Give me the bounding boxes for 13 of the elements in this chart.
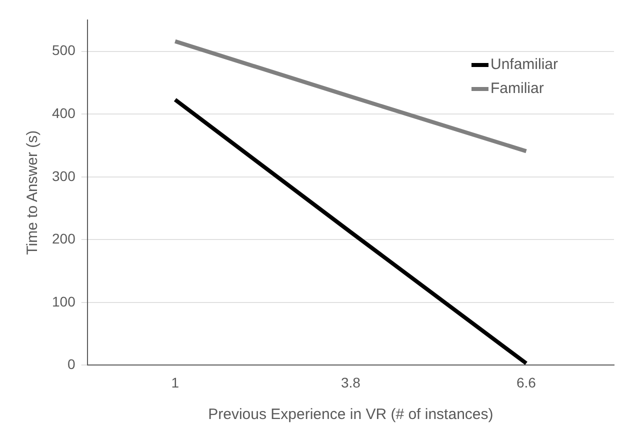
- y-tick-label: 0: [68, 356, 76, 372]
- y-tick-label: 100: [52, 293, 76, 310]
- y-tick-label: 500: [52, 42, 76, 58]
- y-tick-label: 300: [52, 168, 76, 184]
- x-tick-label: 3.8: [340, 374, 361, 390]
- y-tick-label: 400: [52, 105, 76, 122]
- x-tick-label: 1: [171, 374, 180, 390]
- y-axis-title: Time to Answer (s): [24, 130, 42, 255]
- legend-label: Familiar: [490, 80, 544, 98]
- x-tick-label: 6.6: [516, 374, 536, 390]
- y-tick-label: 200: [52, 230, 76, 247]
- legend-label: Unfamiliar: [490, 56, 558, 74]
- x-axis-title: Previous Experience in VR (# of instances): [208, 406, 494, 424]
